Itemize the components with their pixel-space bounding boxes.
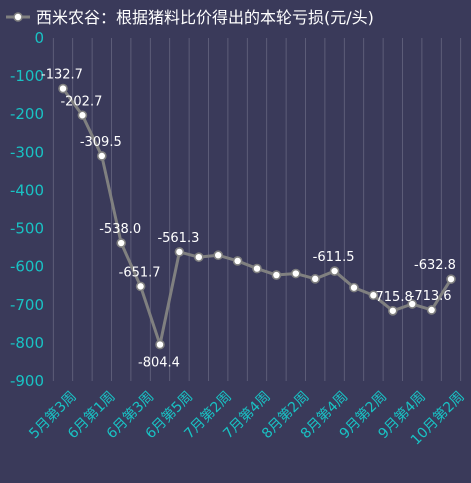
data-label: -202.7 [60, 94, 102, 109]
data-label: -611.5 [313, 250, 355, 265]
y-tick-label: -100 [10, 67, 44, 85]
label-layer: -132.7 -202.7 -309.5 -538.0 -651.7 -804.4 -561… [41, 68, 456, 371]
data-label: -651.7 [119, 265, 161, 280]
data-point [135, 281, 146, 292]
data-label: -715.8 [371, 290, 413, 305]
data-point [407, 299, 418, 309]
data-point [97, 151, 107, 161]
data-label: -309.5 [80, 135, 122, 150]
data-label: -561.3 [157, 231, 199, 246]
data-label: -132.7 [41, 68, 83, 83]
data-point [349, 282, 359, 293]
data-point [426, 305, 437, 315]
data-point [116, 238, 126, 248]
axis-layer: 0-100-200-300-400-500-600-700-800-9005月第… [10, 29, 468, 448]
data-point [174, 247, 185, 257]
y-tick-label: -600 [10, 258, 44, 276]
y-tick-label: -900 [10, 372, 44, 390]
data-point [310, 274, 321, 284]
y-tick-label: -700 [10, 296, 44, 314]
data-point [446, 274, 456, 284]
legend: 西米农谷：根据猪料比价得出的本轮亏损(元/头) [6, 8, 374, 27]
data-label: -804.4 [138, 356, 180, 371]
y-tick-label: -800 [10, 334, 44, 352]
legend-marker [13, 12, 23, 22]
data-point [232, 256, 243, 266]
data-label: -713.6 [410, 289, 452, 304]
data-point [58, 83, 68, 94]
data-point [290, 268, 301, 279]
data-label: -538.0 [99, 222, 141, 237]
data-point [387, 305, 398, 316]
y-tick-label: -300 [10, 143, 44, 161]
data-point [252, 263, 262, 274]
data-point [155, 339, 165, 350]
y-tick-label: -500 [10, 220, 44, 238]
y-tick-label: -200 [10, 105, 44, 123]
data-point [77, 110, 88, 121]
data-point [213, 250, 223, 261]
data-point [271, 270, 282, 280]
y-tick-label: -400 [10, 181, 44, 199]
data-point [368, 290, 379, 301]
data-point [329, 266, 340, 276]
series-layer [58, 83, 456, 350]
legend-label: 西米农谷：根据猪料比价得出的本轮亏损(元/头) [36, 8, 374, 27]
data-label: -632.8 [414, 258, 456, 273]
y-tick-label: 0 [34, 29, 44, 47]
data-point [194, 252, 204, 262]
grid-layer [52, 38, 462, 381]
